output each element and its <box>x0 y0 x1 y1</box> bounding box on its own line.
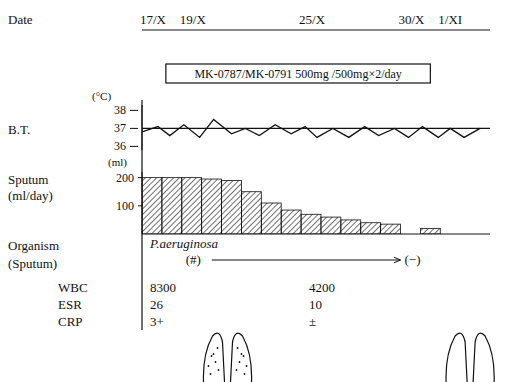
lung-shadow-dot <box>213 353 215 355</box>
temperature-plot <box>142 119 480 137</box>
lung-shadow-dot <box>218 369 220 371</box>
lung-shadow-dot <box>208 365 210 367</box>
lab-name: ESR <box>58 297 82 312</box>
lung-shadow-dot <box>246 365 248 367</box>
sputum-y-tick <box>138 205 142 206</box>
sputum-plot <box>142 178 440 234</box>
sputum-bar <box>241 192 261 234</box>
temperature-unit: (°C) <box>92 90 111 103</box>
lung-shadow-dot <box>237 347 239 349</box>
sputum-bar <box>381 224 401 234</box>
sputum-bar <box>162 178 182 234</box>
lung-outline <box>231 333 252 382</box>
sputum-bar <box>142 178 162 234</box>
date-axis-line <box>142 29 490 30</box>
temperature-y-tick <box>130 128 138 129</box>
organism-name: P.aeruginosa <box>149 236 219 251</box>
date-tick-label: 1/XI <box>438 12 462 27</box>
lab-name: CRP <box>58 314 83 329</box>
lung-outline <box>473 333 494 382</box>
clinical-course-chart: Date 17/X 19/X 25/X 30/X 1/XI MK-0787/MK-0791 … <box>0 0 516 382</box>
lung-shadow-dot <box>244 373 246 375</box>
sputum-bar <box>321 217 341 234</box>
lab-name: WBC <box>58 280 88 295</box>
date-label: Date <box>8 12 33 27</box>
sputum-bar <box>261 203 281 234</box>
temperature-y-axis <box>142 105 143 150</box>
lab-value: 26 <box>150 297 164 312</box>
sputum-bar <box>222 180 242 234</box>
temperature-reference-line <box>142 128 490 129</box>
lung-shadow-dot <box>215 361 217 363</box>
organism-subtitle: (Sputum) <box>8 256 57 271</box>
date-tick-label: 25/X <box>299 12 326 27</box>
organism-title: Organism <box>8 238 59 253</box>
sputum-y-tick <box>138 177 142 178</box>
sputum-bar <box>401 234 421 235</box>
treatment-label: MK-0787/MK-0791 500mg /500mg×2/day <box>194 67 401 81</box>
lung-outline <box>203 333 224 382</box>
sputum-bar <box>301 214 321 234</box>
sputum-bar <box>281 210 301 234</box>
sputum-y-tick-label: 100 <box>116 199 134 213</box>
lung-shadow-dot <box>210 373 212 375</box>
temperature-line <box>142 119 480 137</box>
date-tick-label: 19/X <box>180 12 207 27</box>
treatment-box <box>166 64 430 83</box>
sputum-y-label: (ml/day) <box>8 188 53 203</box>
lung-shadow-dot <box>239 361 241 363</box>
sputum-bar <box>420 228 440 234</box>
sputum-title: Sputum <box>8 172 48 187</box>
temperature-y-tick-label: 37 <box>114 121 126 135</box>
lab-value: 10 <box>309 297 322 312</box>
lung-shadow-dot <box>217 347 219 349</box>
sputum-unit: (ml) <box>108 156 127 169</box>
lung-outline <box>446 333 467 382</box>
sputum-bar <box>341 220 361 234</box>
temperature-y-tick <box>130 146 138 147</box>
sputum-bar <box>361 223 381 234</box>
organism-result: (−) <box>405 252 421 267</box>
sputum-bar <box>182 178 202 234</box>
organism-arrow <box>212 260 401 261</box>
lab-value: ± <box>309 314 316 329</box>
lab-value: 8300 <box>150 280 176 295</box>
sputum-bar <box>202 179 222 234</box>
lung-shadow-dot <box>241 353 243 355</box>
date-tick-label: 30/X <box>399 12 426 27</box>
lung-sketch <box>446 333 494 382</box>
lung-shadow-dot <box>243 355 245 357</box>
temperature-y-tick-label: 38 <box>114 103 126 117</box>
sputum-y-tick-label: 200 <box>116 171 134 185</box>
temperature-title: B.T. <box>8 122 30 137</box>
temperature-y-tick-label: 36 <box>114 139 126 153</box>
lab-value: 3+ <box>150 314 164 329</box>
lab-value: 4200 <box>309 280 335 295</box>
temperature-y-tick <box>130 110 138 111</box>
lung-sketch <box>203 333 251 382</box>
lung-shadow-dot <box>236 369 238 371</box>
lung-shadow-dot <box>211 355 213 357</box>
organism-result: (#) <box>186 252 201 267</box>
date-tick-label: 17/X <box>140 12 167 27</box>
